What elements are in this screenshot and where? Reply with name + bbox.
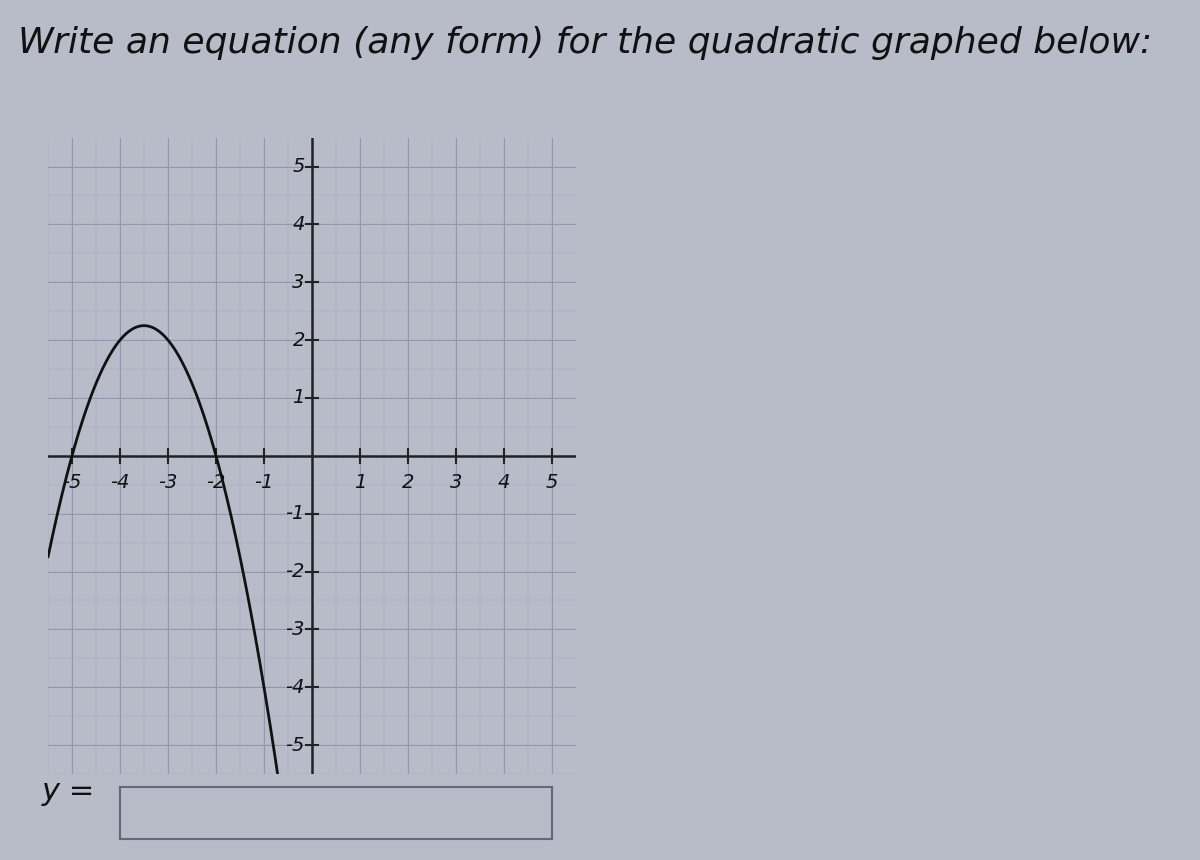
Text: 4: 4 <box>293 215 305 234</box>
Text: y =: y = <box>42 777 95 806</box>
Text: 4: 4 <box>498 473 510 492</box>
Text: -5: -5 <box>62 473 82 492</box>
Text: -5: -5 <box>286 735 305 754</box>
Text: -1: -1 <box>286 504 305 523</box>
Text: -2: -2 <box>206 473 226 492</box>
Text: 5: 5 <box>293 157 305 176</box>
Text: Write an equation (any form) for the quadratic graphed below:: Write an equation (any form) for the qua… <box>18 26 1152 60</box>
Text: -3: -3 <box>158 473 178 492</box>
Text: -3: -3 <box>286 620 305 639</box>
Text: 5: 5 <box>546 473 558 492</box>
Text: -2: -2 <box>286 562 305 581</box>
Text: -1: -1 <box>254 473 274 492</box>
Text: 2: 2 <box>402 473 414 492</box>
Text: 1: 1 <box>354 473 366 492</box>
Text: 3: 3 <box>450 473 462 492</box>
Text: -4: -4 <box>110 473 130 492</box>
Text: -4: -4 <box>286 678 305 697</box>
Text: 3: 3 <box>293 273 305 292</box>
Text: 1: 1 <box>293 389 305 408</box>
Text: 2: 2 <box>293 330 305 350</box>
